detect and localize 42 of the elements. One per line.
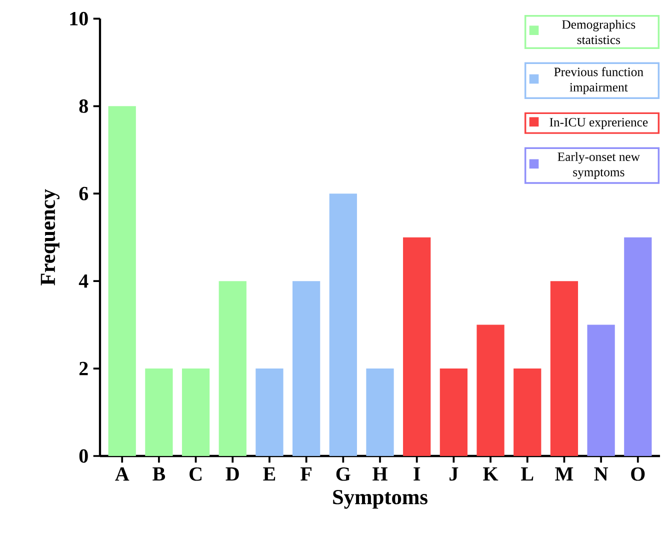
bar — [624, 237, 652, 456]
x-tick-label: M — [555, 467, 574, 480]
y-axis-title: Frequency — [40, 189, 60, 286]
x-tick-label: N — [594, 467, 608, 480]
bar — [476, 324, 504, 456]
bar — [218, 281, 246, 456]
bar — [108, 106, 136, 456]
y-tick-label: 2 — [79, 362, 88, 376]
legend-label: Demographics statistics — [562, 20, 636, 44]
x-tick-label: O — [631, 467, 645, 481]
legend-label: Early-onset new symptoms — [558, 152, 640, 179]
bar — [256, 368, 284, 456]
x-tick-label: K — [483, 467, 498, 480]
x-tick-label: F — [300, 467, 312, 480]
x-tick-label: L — [521, 467, 534, 480]
y-tick-label: 10 — [70, 12, 88, 26]
y-tick-label: 0 — [79, 449, 88, 463]
bar — [587, 324, 615, 456]
y-tick-label: 6 — [79, 186, 88, 200]
y-tick-label: 8 — [79, 99, 88, 113]
legend-label: Previous function impairment — [554, 67, 644, 94]
x-tick-label: D — [226, 467, 239, 481]
x-tick-label: A — [115, 467, 130, 481]
x-tick-label: E — [263, 467, 276, 480]
y-tick-label: 4 — [78, 274, 88, 288]
bar — [440, 368, 468, 456]
x-tick-label: G — [336, 467, 350, 481]
bar — [550, 281, 578, 456]
bar — [514, 368, 542, 456]
legend-label: In-ICU exprerience — [550, 118, 648, 130]
x-tick-label: H — [372, 467, 388, 480]
bar — [145, 368, 173, 456]
x-tick-label: J — [450, 467, 458, 481]
bar — [366, 368, 394, 456]
bar — [182, 368, 210, 456]
x-axis-title: Symptoms — [333, 490, 428, 509]
bar — [292, 281, 320, 456]
x-tick-label: C — [190, 467, 202, 481]
x-tick-label: I — [414, 467, 420, 480]
x-tick-label: B — [152, 467, 166, 481]
bar — [403, 237, 431, 456]
bar — [329, 194, 357, 456]
